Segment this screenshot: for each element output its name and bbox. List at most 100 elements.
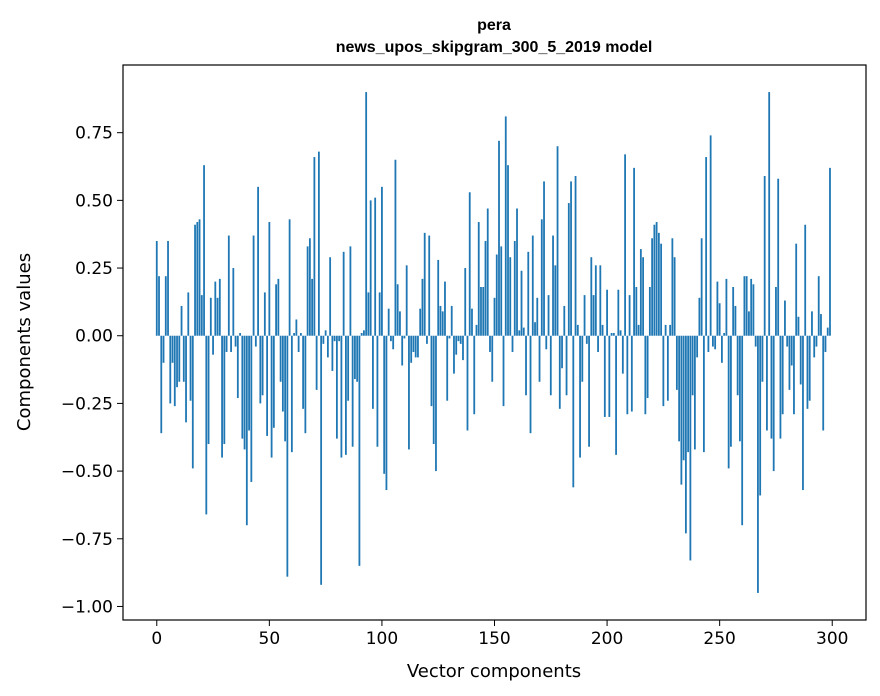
bar — [721, 335, 723, 363]
bar — [750, 278, 753, 336]
bar — [732, 287, 735, 336]
bar — [660, 243, 663, 336]
bar — [504, 116, 507, 336]
bar — [347, 335, 350, 401]
bar — [394, 159, 397, 336]
bar — [482, 287, 485, 336]
bar — [565, 335, 568, 396]
bar — [594, 265, 597, 336]
bar — [356, 335, 359, 382]
bar — [446, 335, 449, 401]
bar — [531, 235, 534, 336]
bar — [457, 335, 460, 342]
bar — [462, 335, 464, 361]
bar — [621, 335, 624, 374]
bar — [739, 335, 741, 442]
bar — [248, 335, 250, 431]
bar — [324, 330, 327, 336]
bar — [777, 178, 780, 336]
y-tick-label: −0.50 — [61, 462, 113, 482]
bar — [700, 238, 703, 336]
y-tick-label: 0.75 — [75, 124, 113, 144]
bar — [329, 257, 332, 336]
bar — [263, 292, 266, 336]
bar — [243, 335, 246, 450]
bar — [684, 335, 687, 534]
y-axis-label: Components values — [14, 253, 35, 431]
bar — [408, 335, 410, 450]
bar — [430, 335, 433, 407]
bar — [820, 314, 822, 336]
bar — [374, 197, 377, 336]
y-tick-label: 0.00 — [75, 327, 113, 347]
bar — [558, 335, 561, 409]
bar — [543, 181, 545, 336]
bar — [245, 335, 248, 526]
x-tick-label: 200 — [591, 629, 623, 649]
bar — [745, 276, 748, 336]
bar — [326, 335, 329, 358]
bar — [236, 335, 239, 398]
bar — [484, 240, 487, 336]
bar — [563, 305, 566, 336]
bar — [230, 335, 232, 352]
bar — [619, 330, 622, 336]
bar — [473, 335, 476, 415]
bar — [234, 335, 237, 347]
bar — [784, 300, 786, 336]
bar — [239, 333, 241, 336]
x-tick-label: 0 — [151, 629, 162, 649]
chart-title-line1: pera — [477, 17, 511, 34]
bar — [797, 316, 800, 336]
y-tick-label: −1.00 — [61, 597, 113, 617]
bar — [354, 335, 356, 380]
bar — [795, 243, 798, 336]
bar — [754, 335, 757, 347]
bar — [259, 335, 262, 404]
bar — [576, 324, 579, 336]
bar — [342, 251, 345, 336]
bar — [822, 335, 825, 431]
bar — [644, 335, 647, 415]
bar — [507, 165, 509, 336]
bar — [529, 335, 532, 434]
bar — [691, 335, 694, 396]
x-tick-label: 50 — [259, 629, 281, 649]
bar — [297, 335, 300, 352]
bar — [736, 335, 739, 396]
bar — [419, 308, 422, 336]
bar — [671, 238, 674, 336]
bar — [730, 335, 732, 447]
bar — [252, 235, 255, 336]
bar — [813, 335, 816, 358]
bar — [525, 335, 527, 396]
bar — [698, 297, 701, 336]
bar — [498, 140, 500, 336]
bar — [302, 335, 305, 409]
bar — [628, 295, 631, 336]
bar — [682, 335, 685, 461]
bar — [653, 224, 656, 336]
bar — [360, 333, 363, 336]
bar — [648, 287, 651, 336]
x-tick-label: 300 — [816, 629, 848, 649]
bar — [552, 235, 554, 336]
bar — [781, 335, 784, 415]
bar — [212, 335, 214, 355]
bar — [779, 335, 782, 439]
bar — [279, 335, 282, 382]
bar — [675, 335, 678, 390]
bar — [164, 276, 167, 336]
x-tick-label: 250 — [703, 629, 735, 649]
bar — [534, 322, 536, 336]
bar — [811, 311, 813, 336]
bar — [250, 335, 253, 482]
bar — [176, 335, 178, 388]
bar — [540, 219, 543, 336]
bar — [637, 324, 640, 336]
bar — [173, 335, 176, 407]
bar — [317, 151, 320, 336]
bar — [561, 335, 563, 369]
bar — [702, 335, 705, 453]
bar — [225, 335, 228, 352]
